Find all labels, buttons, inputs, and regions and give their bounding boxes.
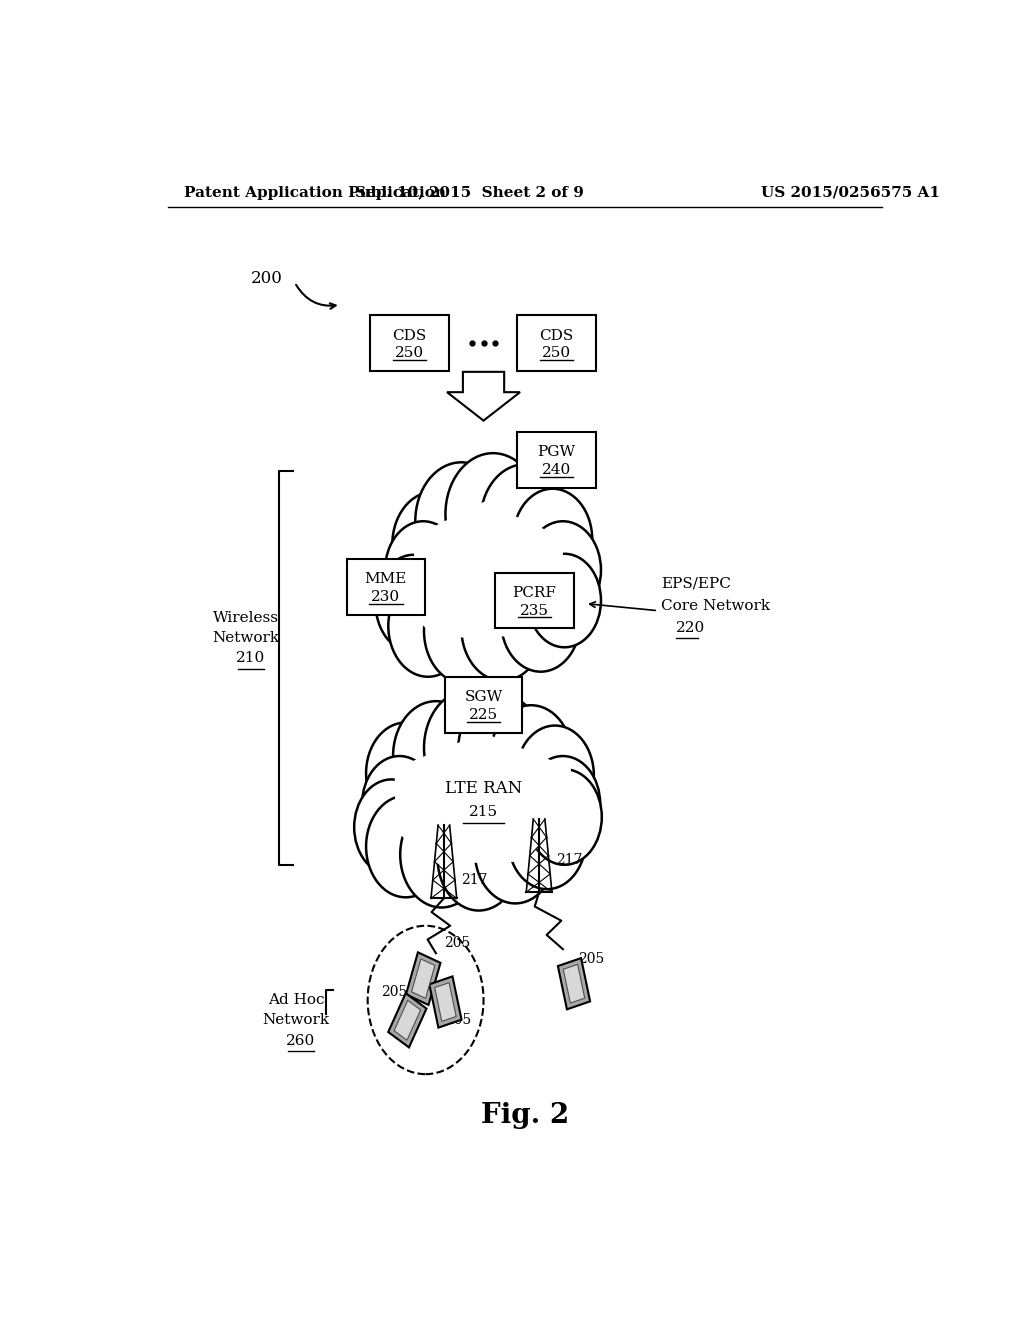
Polygon shape	[447, 372, 520, 421]
Circle shape	[437, 805, 520, 911]
Text: 250: 250	[395, 346, 424, 360]
Text: Core Network: Core Network	[662, 598, 770, 612]
Circle shape	[367, 722, 445, 824]
FancyBboxPatch shape	[495, 573, 574, 628]
Circle shape	[362, 756, 436, 851]
Circle shape	[528, 554, 601, 647]
Text: 230: 230	[372, 590, 400, 605]
Circle shape	[445, 453, 541, 576]
Text: Ad Hoc: Ad Hoc	[268, 993, 325, 1007]
Text: Network: Network	[263, 1014, 330, 1027]
Circle shape	[516, 726, 594, 825]
FancyBboxPatch shape	[517, 433, 596, 488]
Text: 215: 215	[469, 805, 498, 818]
Text: 217: 217	[557, 853, 583, 867]
Circle shape	[489, 705, 572, 810]
Text: LTE RAN: LTE RAN	[444, 780, 522, 797]
Circle shape	[458, 696, 544, 805]
Circle shape	[525, 756, 600, 851]
Text: 217: 217	[462, 873, 487, 887]
Polygon shape	[412, 958, 435, 998]
Circle shape	[525, 521, 601, 619]
Circle shape	[424, 690, 514, 805]
Circle shape	[400, 801, 482, 907]
Polygon shape	[394, 1001, 421, 1040]
Circle shape	[501, 570, 581, 672]
Text: 240: 240	[542, 463, 571, 478]
Text: PCRF: PCRF	[512, 586, 556, 599]
Text: Patent Application Publication: Patent Application Publication	[183, 186, 445, 199]
Text: SGW: SGW	[465, 690, 503, 705]
Circle shape	[367, 796, 445, 898]
Text: CDS: CDS	[392, 329, 427, 343]
Circle shape	[354, 779, 429, 875]
Polygon shape	[414, 502, 570, 638]
Polygon shape	[388, 993, 426, 1047]
Polygon shape	[406, 952, 440, 1005]
Polygon shape	[429, 977, 462, 1028]
Text: CDS: CDS	[540, 329, 573, 343]
FancyBboxPatch shape	[444, 677, 522, 733]
Text: Wireless: Wireless	[212, 611, 279, 624]
Circle shape	[508, 789, 586, 890]
Circle shape	[424, 578, 507, 684]
Polygon shape	[394, 733, 572, 863]
Text: Sep. 10, 2015  Sheet 2 of 9: Sep. 10, 2015 Sheet 2 of 9	[354, 186, 584, 199]
Circle shape	[475, 800, 556, 903]
Text: 235: 235	[520, 603, 549, 618]
Text: 200: 200	[251, 269, 283, 286]
Text: 260: 260	[287, 1034, 315, 1048]
Circle shape	[527, 770, 602, 865]
Circle shape	[376, 554, 452, 652]
Circle shape	[461, 576, 544, 681]
Text: 250: 250	[542, 346, 571, 360]
Text: Fig. 2: Fig. 2	[480, 1102, 569, 1130]
Polygon shape	[435, 982, 456, 1022]
Circle shape	[388, 576, 468, 677]
Text: US 2015/0256575 A1: US 2015/0256575 A1	[761, 186, 940, 199]
Text: 220: 220	[676, 620, 705, 635]
Text: Network: Network	[212, 631, 279, 645]
FancyBboxPatch shape	[347, 560, 425, 615]
Polygon shape	[563, 965, 585, 1003]
Text: EPS/EPC: EPS/EPC	[662, 577, 731, 590]
Text: 205: 205	[443, 936, 470, 950]
Text: MME: MME	[365, 573, 408, 586]
Text: 225: 225	[469, 709, 498, 722]
Text: 205: 205	[578, 952, 604, 966]
Text: 210: 210	[237, 652, 265, 665]
Circle shape	[385, 521, 461, 619]
Text: 205: 205	[445, 1014, 472, 1027]
Text: 205: 205	[381, 985, 408, 999]
Circle shape	[416, 462, 507, 581]
Circle shape	[392, 492, 475, 598]
Circle shape	[393, 701, 479, 810]
Circle shape	[480, 465, 569, 578]
Text: PGW: PGW	[538, 445, 575, 459]
Polygon shape	[558, 958, 590, 1010]
FancyBboxPatch shape	[517, 315, 596, 371]
Circle shape	[513, 488, 592, 590]
FancyBboxPatch shape	[370, 315, 450, 371]
